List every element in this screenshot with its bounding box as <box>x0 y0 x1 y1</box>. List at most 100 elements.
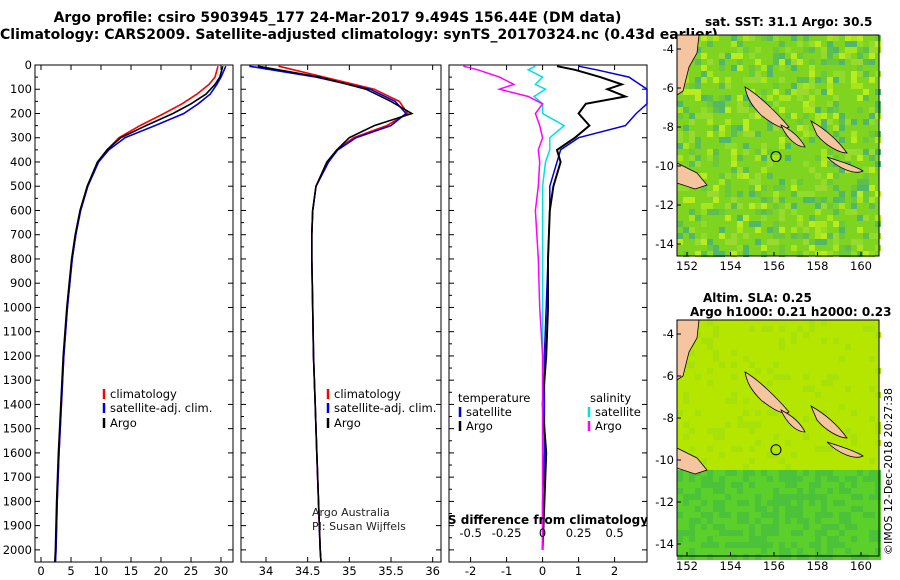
map-0-cell <box>821 53 827 59</box>
map-0-cell <box>809 245 815 251</box>
sal-line-satellite-adj--clim- <box>249 65 408 563</box>
map-0-cell <box>695 239 701 245</box>
map-1-cell <box>797 512 803 518</box>
map-0-cell <box>875 89 881 95</box>
map-1-cell <box>821 488 827 494</box>
map-1-cell <box>761 518 767 524</box>
map-1-cell <box>695 554 701 560</box>
map-1-cell <box>713 332 719 338</box>
map-0-cell <box>791 53 797 59</box>
map-1-cell <box>773 512 779 518</box>
map-0-cell <box>809 83 815 89</box>
map-1-cell <box>779 506 785 512</box>
map-1-cell <box>803 374 809 380</box>
panel-2-xtick-label-0: 0 <box>539 564 546 578</box>
map-0-cell <box>779 215 785 221</box>
map-1-xtick-label-0: 152 <box>676 559 698 573</box>
map-1-cell <box>689 350 695 356</box>
map-0-cell <box>677 239 683 245</box>
map-1-cell <box>749 422 755 428</box>
map-0-cell <box>821 125 827 131</box>
map-0-cell <box>875 245 881 251</box>
map-0-cell <box>851 119 857 125</box>
map-0-cell <box>815 227 821 233</box>
tdiff-legend-label-1: Argo <box>466 419 493 433</box>
map-0-cell <box>677 131 683 137</box>
map-1-cell <box>713 524 719 530</box>
map-0-cell <box>827 251 833 257</box>
sla-map-title-line-2: Argo h1000: 0.21 h2000: 0.23 <box>690 305 892 319</box>
map-0-cell <box>839 227 845 233</box>
map-0-cell <box>773 197 779 203</box>
map-0-cell <box>815 221 821 227</box>
map-1-cell <box>821 542 827 548</box>
map-1-cell <box>833 482 839 488</box>
map-1-cell <box>827 524 833 530</box>
map-0-cell <box>779 179 785 185</box>
map-1-cell <box>725 494 731 500</box>
map-1-cell <box>773 542 779 548</box>
map-0-island-3 <box>810 120 848 154</box>
map-0-cell <box>755 173 761 179</box>
map-1-cell <box>737 542 743 548</box>
map-1-cell <box>833 506 839 512</box>
map-1-cell <box>707 482 713 488</box>
map-0-cell <box>779 233 785 239</box>
panel-2-xtick-label-2: 2 <box>611 564 618 578</box>
map-0-cell <box>719 251 725 257</box>
map-0-cell <box>791 227 797 233</box>
map-1-cell <box>785 512 791 518</box>
map-0-cell <box>869 119 875 125</box>
map-1-cell <box>773 548 779 554</box>
map-0-cell <box>875 191 881 197</box>
map-0-cell <box>857 95 863 101</box>
map-1-cell <box>761 542 767 548</box>
map-0-cell <box>833 101 839 107</box>
map-1-cell <box>677 506 683 512</box>
map-1-cell <box>845 344 851 350</box>
map-1-cell <box>863 494 869 500</box>
map-1-cell <box>713 326 719 332</box>
map-1-cell <box>707 542 713 548</box>
map-1-cell <box>707 548 713 554</box>
panel-0-frame <box>34 64 234 563</box>
map-1-cell <box>863 500 869 506</box>
map-0-cell <box>737 221 743 227</box>
sal-legend-label-0: climatology <box>334 387 401 401</box>
map-1-cell <box>803 536 809 542</box>
tdiff-argo-line <box>541 65 629 550</box>
map-0-cell <box>773 203 779 209</box>
map-0-cell <box>809 137 815 143</box>
map-0-cell <box>809 107 815 113</box>
map-1-cell <box>869 530 875 536</box>
map-1-cell <box>725 470 731 476</box>
map-0-xtick-label-1: 154 <box>720 259 742 273</box>
map-0-cell <box>749 203 755 209</box>
map-1-cell <box>797 518 803 524</box>
map-1-cell <box>719 524 725 530</box>
map-1-cell <box>779 326 785 332</box>
map-1-cell <box>875 542 881 548</box>
map-0-cell <box>803 107 809 113</box>
map-1-cell <box>749 362 755 368</box>
map-1-cell <box>743 464 749 470</box>
map-1-cell <box>779 548 785 554</box>
map-1-cell <box>731 542 737 548</box>
map-0-cell <box>797 41 803 47</box>
map-1-cell <box>833 470 839 476</box>
map-1-cell <box>839 476 845 482</box>
map-1-cell <box>737 512 743 518</box>
map-1-cell <box>845 536 851 542</box>
map-1-argo-marker <box>770 444 782 456</box>
map-1-cell <box>875 476 881 482</box>
map-0-cell <box>869 167 875 173</box>
map-0-cell <box>707 155 713 161</box>
map-1-cell <box>827 476 833 482</box>
map-1-cell <box>737 518 743 524</box>
map-0-cell <box>773 101 779 107</box>
map-0-cell <box>731 233 737 239</box>
map-0-cell <box>797 221 803 227</box>
map-0-cell <box>827 149 833 155</box>
map-1-cell <box>785 500 791 506</box>
map-1-cell <box>755 524 761 530</box>
